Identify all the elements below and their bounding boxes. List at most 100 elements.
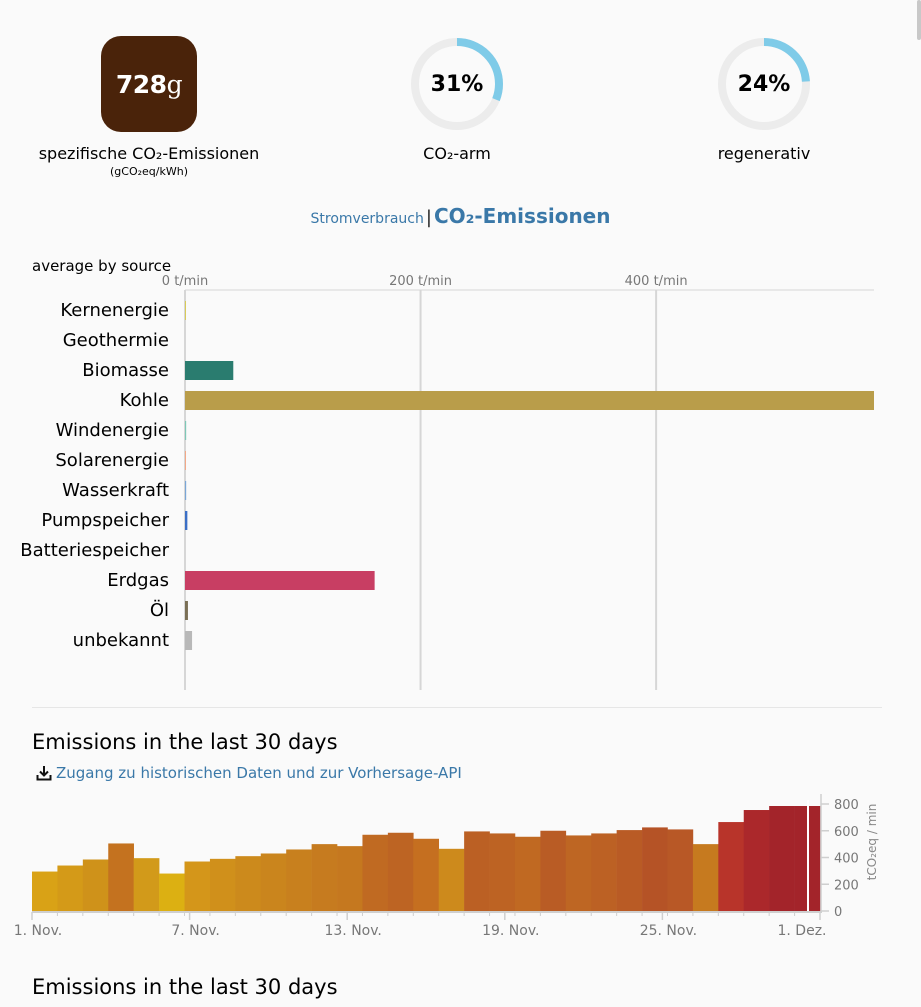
history-x-tick-label: 13. Nov. — [324, 923, 381, 939]
history-bar[interactable] — [438, 848, 465, 911]
bar-chart-category-label: Erdgas — [107, 570, 169, 591]
bar-chart-category-label: Kernenergie — [60, 300, 169, 321]
bar-chart-ticks: 0 t/min 200 t/min 400 t/min — [162, 274, 688, 289]
history-x-tick-label: 25. Nov. — [640, 923, 697, 939]
section-divider — [32, 707, 882, 708]
history-bar[interactable] — [565, 835, 592, 911]
consumption-toggle-link[interactable]: Stromverbrauch — [310, 211, 424, 227]
history-y-tick-label: 600 — [834, 825, 859, 840]
history-y-tick-label: 400 — [834, 852, 859, 867]
history-api-link[interactable]: Zugang zu historischen Daten und zur Vor… — [36, 764, 462, 782]
history-bar[interactable] — [57, 865, 84, 911]
history-bar[interactable] — [260, 853, 287, 911]
history-y-tick-label: 800 — [834, 798, 859, 813]
bar-chart-bar — [185, 361, 234, 380]
history-y-tick-label: 0 — [834, 905, 842, 920]
carbon-intensity-box: 728 g — [101, 36, 197, 132]
bar-chart-bar — [185, 481, 187, 500]
emissions-toggle-active[interactable]: CO₂-Emissionen — [433, 204, 611, 228]
history-bar[interactable] — [514, 836, 541, 911]
history-bar[interactable] — [489, 833, 516, 911]
history-bar[interactable] — [540, 830, 567, 911]
history-bar-chart: 0 200 400 600 800 1. Nov. 7. Nov. 13. Nov. 19. N… — [14, 794, 879, 939]
bar-chart-bar — [185, 511, 188, 530]
toggle-separator: | — [425, 207, 432, 228]
renewable-stat: 24% regenerativ — [634, 36, 894, 163]
bar-chart-x-tick-label: 400 t/min — [625, 274, 688, 289]
low-carbon-label: CO₂-arm — [423, 144, 491, 163]
bar-chart-category-label: Kohle — [120, 390, 169, 411]
history-y-tick-label: 200 — [834, 878, 859, 893]
history-bars — [32, 806, 821, 911]
bar-chart-bars — [185, 301, 874, 650]
mode-toggle: Stromverbrauch | CO₂-Emissionen — [0, 204, 921, 228]
bar-chart-category-label: unbekannt — [73, 630, 169, 651]
bar-chart-x-tick-label: 200 t/min — [389, 274, 452, 289]
history-bar[interactable] — [692, 844, 719, 911]
carbon-intensity-sublabel: (gCO₂eq/kWh) — [110, 165, 188, 178]
history-bar[interactable] — [667, 829, 694, 911]
low-carbon-value: 31% — [430, 71, 484, 97]
history-bar[interactable] — [286, 849, 312, 911]
carbon-intensity-stat: 728 g spezifische CO₂-Emissionen (gCO₂eq/… — [19, 36, 279, 178]
bar-chart-category-label: Pumpspeicher — [41, 510, 169, 531]
history-api-link-label[interactable]: Zugang zu historischen Daten und zur Vor… — [56, 764, 462, 782]
bar-chart-bar — [185, 631, 193, 650]
carbon-intensity-label: spezifische CO₂-Emissionen — [38, 144, 260, 163]
renewable-value: 24% — [737, 71, 791, 97]
history-bar[interactable] — [159, 873, 185, 911]
history-y-axis-label: tCO₂eq / min — [865, 804, 879, 881]
bar-chart-category-label: Öl — [150, 599, 169, 621]
history-bar[interactable] — [769, 806, 795, 911]
history-bar[interactable] — [108, 843, 134, 911]
history-bar[interactable] — [464, 831, 490, 911]
low-carbon-stat: 31% CO₂-arm — [327, 36, 587, 163]
bar-chart-category-label: Wasserkraft — [62, 480, 169, 501]
history-bar[interactable] — [743, 810, 770, 911]
carbon-intensity-value: 728 — [115, 69, 167, 99]
history-bar[interactable] — [209, 858, 236, 911]
history-x-tick-label: 1. Nov. — [14, 923, 63, 939]
history-bar[interactable] — [413, 838, 440, 911]
bar-chart-category-labels: Kernenergie Geothermie Biomasse Kohle Winden… — [20, 300, 169, 651]
renewable-ring-graphic — [718, 38, 810, 130]
page-scrollbar[interactable] — [917, 0, 921, 40]
bar-chart-bar — [185, 421, 187, 440]
history-bar[interactable] — [184, 861, 211, 911]
low-carbon-ring-graphic — [411, 38, 503, 130]
bar-chart-x-tick-label: 0 t/min — [162, 274, 208, 289]
renewable-label: regenerativ — [717, 144, 811, 163]
history-bar[interactable] — [82, 859, 109, 911]
bar-chart-bar — [185, 391, 874, 410]
source-bar-chart: average by source 0 t/min 200 t/min 400 t/… — [20, 257, 874, 690]
bar-chart-bar — [185, 451, 186, 470]
bar-chart-bar — [185, 301, 186, 320]
history-bar[interactable] — [387, 832, 414, 911]
bar-chart-category-label: Batteriespeicher — [20, 540, 169, 561]
bar-chart-bar — [185, 601, 188, 620]
renewable-ring-arc — [718, 38, 810, 130]
history-bar[interactable] — [133, 858, 160, 911]
history-bar[interactable] — [362, 834, 389, 911]
history-bar[interactable] — [311, 844, 338, 911]
history-x-tick-label: 7. Nov. — [171, 923, 220, 939]
history-axes: 0 200 400 600 800 1. Nov. 7. Nov. 13. Nov. 19. N… — [14, 794, 859, 939]
history-bar[interactable] — [337, 846, 363, 911]
second-history-title: Emissions in the last 30 days — [32, 975, 338, 999]
history-bar[interactable] — [32, 871, 58, 911]
history-bar[interactable] — [235, 856, 262, 911]
low-carbon-ring-arc — [411, 38, 503, 130]
history-x-tick-label: 19. Nov. — [482, 923, 539, 939]
bar-chart-bar — [185, 571, 375, 590]
carbon-intensity-unit: g — [166, 69, 183, 99]
history-bar[interactable] — [616, 830, 643, 911]
history-bar[interactable] — [591, 833, 617, 911]
history-bar[interactable] — [718, 822, 745, 911]
bar-chart-grid — [184, 289, 874, 690]
download-icon — [36, 766, 52, 781]
history-bar[interactable] — [642, 827, 668, 911]
renewable-ring: 24% — [716, 36, 812, 132]
history-title: Emissions in the last 30 days — [32, 730, 338, 754]
bar-chart-category-label: Solarenergie — [55, 450, 169, 471]
bar-chart-category-label: Windenergie — [56, 420, 169, 441]
